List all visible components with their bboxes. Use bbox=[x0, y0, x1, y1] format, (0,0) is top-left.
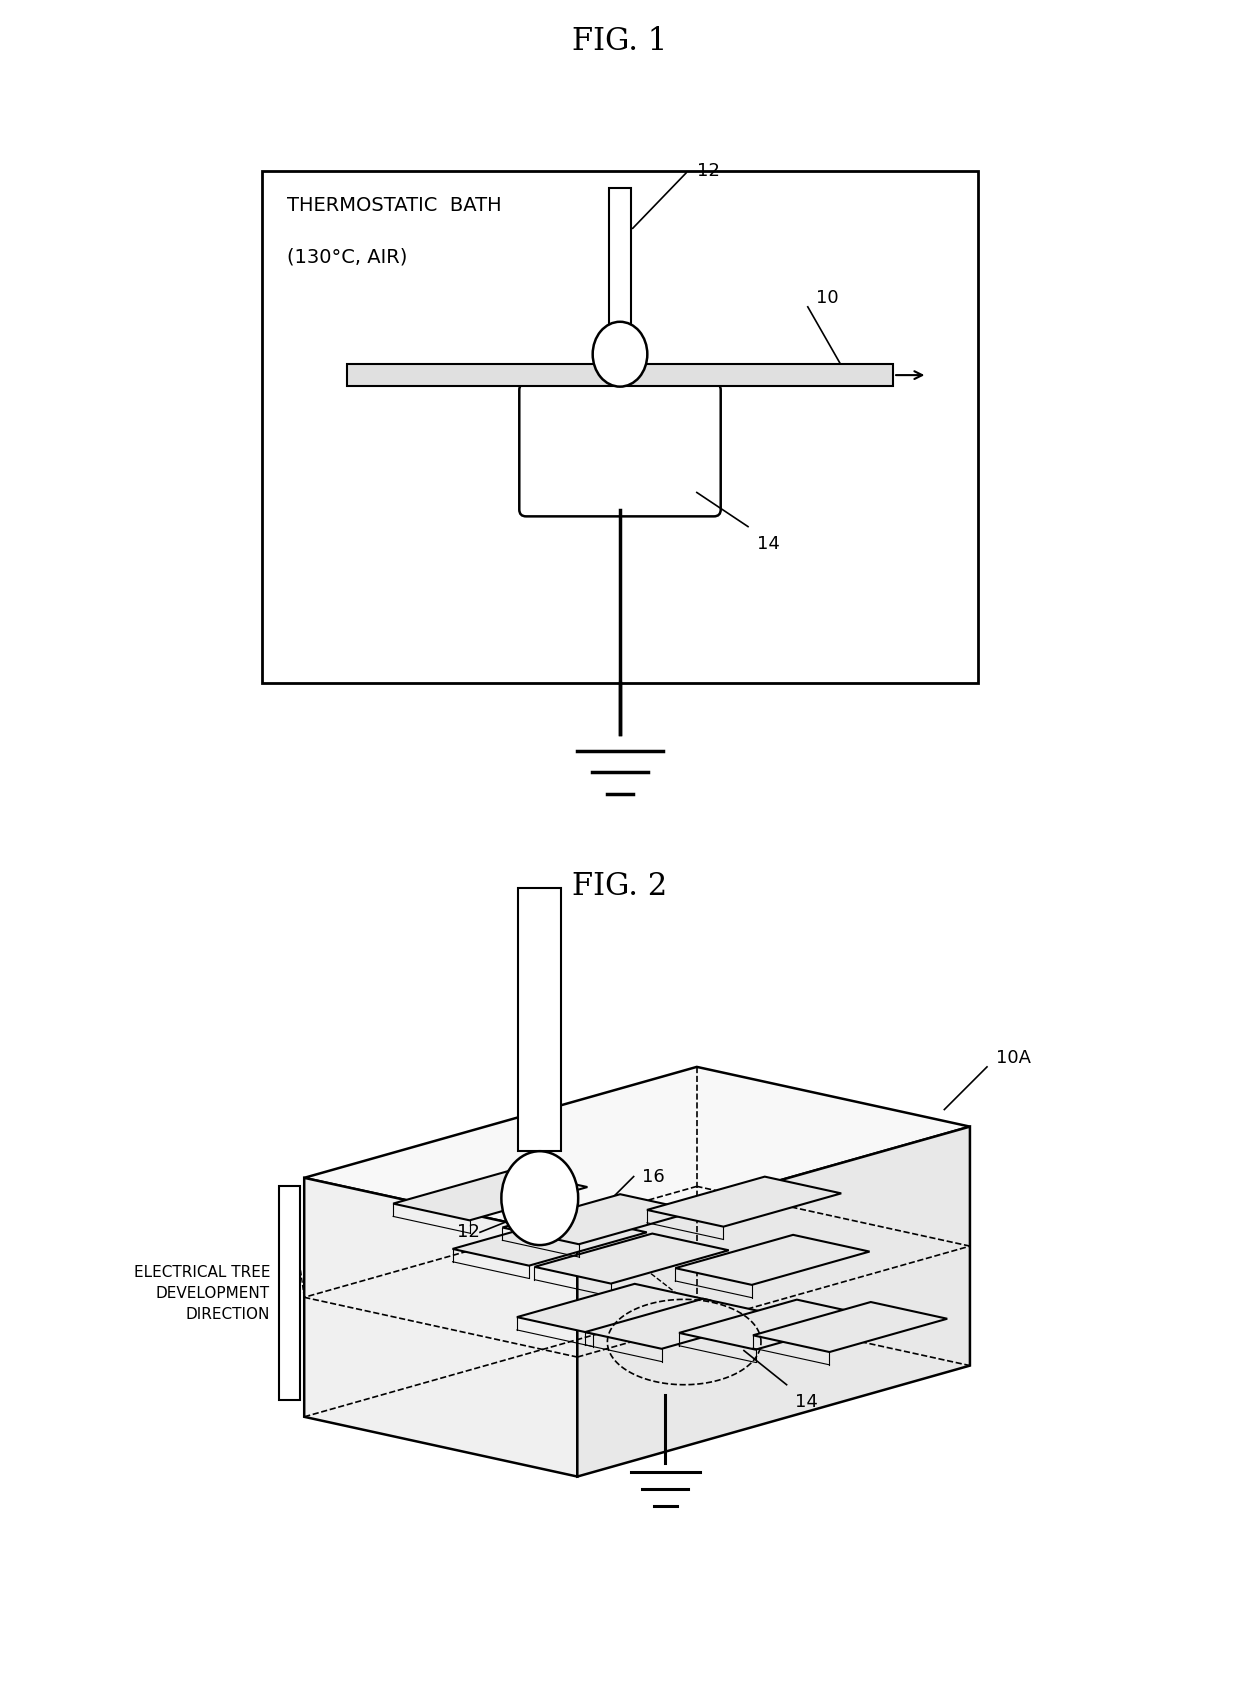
Text: 12: 12 bbox=[458, 1224, 480, 1241]
Text: FIG. 1: FIG. 1 bbox=[573, 26, 667, 56]
FancyBboxPatch shape bbox=[520, 384, 720, 516]
Bar bbox=[347, 365, 893, 386]
Text: FIG. 2: FIG. 2 bbox=[573, 871, 667, 901]
Polygon shape bbox=[517, 1284, 712, 1333]
Text: 14: 14 bbox=[795, 1393, 818, 1412]
Polygon shape bbox=[753, 1302, 947, 1352]
Polygon shape bbox=[676, 1234, 869, 1285]
Bar bbox=[262, 171, 978, 683]
Polygon shape bbox=[502, 1195, 697, 1244]
Bar bbox=[518, 888, 562, 1151]
Text: 14: 14 bbox=[756, 534, 780, 553]
Text: 10: 10 bbox=[816, 288, 839, 307]
Polygon shape bbox=[453, 1215, 647, 1265]
Polygon shape bbox=[680, 1299, 873, 1350]
Bar bbox=[609, 188, 631, 324]
Text: ELECTRICAL TREE
DEVELOPMENT
DIRECTION: ELECTRICAL TREE DEVELOPMENT DIRECTION bbox=[134, 1265, 270, 1321]
Polygon shape bbox=[585, 1299, 780, 1349]
Bar bbox=[279, 1186, 300, 1400]
Ellipse shape bbox=[593, 321, 647, 386]
Text: THERMOSTATIC  BATH: THERMOSTATIC BATH bbox=[288, 196, 502, 215]
Polygon shape bbox=[647, 1176, 841, 1227]
Text: 16: 16 bbox=[642, 1168, 665, 1186]
Text: 10A: 10A bbox=[996, 1050, 1030, 1067]
Text: 12: 12 bbox=[697, 162, 719, 179]
Text: (130°C, AIR): (130°C, AIR) bbox=[288, 248, 408, 266]
Polygon shape bbox=[304, 1178, 578, 1477]
Polygon shape bbox=[393, 1171, 588, 1221]
Polygon shape bbox=[304, 1067, 970, 1238]
Polygon shape bbox=[534, 1234, 729, 1284]
Ellipse shape bbox=[501, 1151, 578, 1244]
Polygon shape bbox=[578, 1127, 970, 1477]
